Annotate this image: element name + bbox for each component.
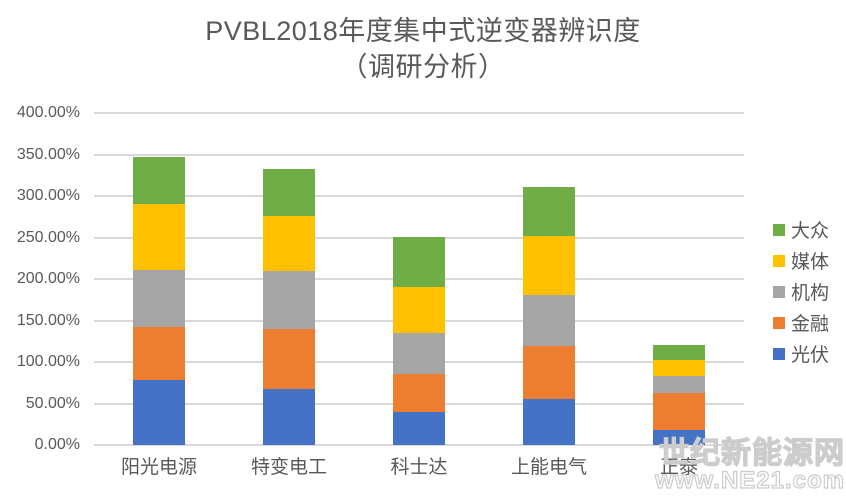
bar-segment-金融 bbox=[653, 392, 705, 431]
stacked-bar-特变电工 bbox=[263, 169, 315, 445]
bar-segment-金融 bbox=[393, 374, 445, 412]
bar-segment-机构 bbox=[263, 270, 315, 329]
chart-title-line1: PVBL2018年度集中式逆变器辨识度 bbox=[205, 16, 641, 46]
chart-title: PVBL2018年度集中式逆变器辨识度 （调研分析） bbox=[0, 13, 846, 85]
bar-slot bbox=[614, 113, 744, 445]
bar-segment-媒体 bbox=[393, 287, 445, 333]
bar-segment-大众 bbox=[263, 169, 315, 216]
y-tick-label: 400.00% bbox=[16, 104, 80, 121]
legend-swatch-icon bbox=[773, 347, 785, 360]
bar-segment-光伏 bbox=[523, 398, 575, 445]
y-tick-label: 200.00% bbox=[16, 270, 80, 287]
y-tick-label: 150.00% bbox=[16, 311, 80, 329]
stacked-bar-上能电气 bbox=[523, 186, 575, 445]
bar-slot bbox=[354, 113, 484, 445]
bar-segment-光伏 bbox=[393, 411, 445, 445]
gridline bbox=[94, 153, 744, 156]
watermark-url: www.NE21.com bbox=[655, 467, 845, 494]
x-category-label: 上能电气 bbox=[510, 457, 587, 478]
legend-label: 机构 bbox=[791, 283, 830, 304]
x-category-label: 正泰 bbox=[659, 457, 698, 478]
x-category-label: 阳光电源 bbox=[120, 457, 197, 478]
stacked-bar-正泰 bbox=[653, 345, 705, 445]
legend: 大众媒体机构金融光伏 bbox=[773, 214, 829, 369]
y-tick-label: 350.00% bbox=[16, 145, 80, 163]
legend-item-光伏: 光伏 bbox=[773, 338, 829, 369]
y-axis-labels: 400.00% 350.00% 300.00% 250.00% 200.00% 150.0… bbox=[0, 0, 80, 497]
chart-title-line2: （调研分析） bbox=[340, 52, 506, 82]
y-tick-label: 100.00% bbox=[16, 353, 80, 370]
bar-segment-媒体 bbox=[523, 235, 575, 295]
stacked-bar-阳光电源 bbox=[133, 157, 185, 445]
y-tick-label: 300.00% bbox=[16, 187, 80, 204]
bar-segment-金融 bbox=[133, 327, 185, 381]
legend-item-大众: 大众 bbox=[773, 214, 829, 245]
bar-slot bbox=[224, 113, 354, 445]
bar-segment-大众 bbox=[133, 157, 185, 205]
bar-segment-金融 bbox=[523, 346, 575, 399]
gridline bbox=[94, 112, 744, 114]
legend-label: 媒体 bbox=[791, 252, 830, 273]
bar-segment-大众 bbox=[393, 236, 445, 288]
bar-segment-机构 bbox=[393, 332, 445, 375]
bar-segment-机构 bbox=[523, 294, 575, 347]
bar-segment-媒体 bbox=[263, 215, 315, 271]
y-tick-label: 0.00% bbox=[34, 436, 80, 453]
stacked-bar-科士达 bbox=[393, 236, 445, 445]
bar-segment-媒体 bbox=[133, 204, 185, 270]
gridline bbox=[94, 444, 744, 446]
x-axis-labels: 阳光电源 特变电工 科士达 上能电气 正泰 bbox=[94, 456, 744, 480]
bar-segment-光伏 bbox=[263, 389, 315, 445]
y-tick-label: 250.00% bbox=[16, 228, 80, 246]
gridline bbox=[94, 195, 744, 197]
legend-label: 金融 bbox=[791, 314, 830, 335]
bar-segment-大众 bbox=[653, 345, 705, 361]
legend-swatch-icon bbox=[773, 223, 785, 236]
bars bbox=[94, 113, 744, 445]
bar-segment-金融 bbox=[263, 328, 315, 390]
x-category-label: 特变电工 bbox=[250, 457, 327, 478]
bar-segment-机构 bbox=[133, 269, 185, 328]
bar-segment-媒体 bbox=[653, 360, 705, 377]
bar-segment-光伏 bbox=[133, 380, 185, 445]
y-tick-label: 50.00% bbox=[25, 394, 80, 412]
legend-swatch-icon bbox=[773, 316, 785, 329]
x-category-label: 科士达 bbox=[390, 457, 448, 478]
watermark-site-name: 世纪新能源网 bbox=[658, 437, 845, 470]
legend-item-媒体: 媒体 bbox=[773, 245, 829, 276]
bar-segment-机构 bbox=[653, 376, 705, 393]
legend-swatch-icon bbox=[773, 285, 785, 298]
legend-label: 光伏 bbox=[791, 345, 830, 366]
watermark: 世纪新能源网 www.NE21.com bbox=[655, 437, 845, 494]
legend-label: 大众 bbox=[791, 221, 830, 242]
bar-slot bbox=[94, 113, 224, 445]
bar-slot bbox=[484, 113, 614, 445]
bar-segment-大众 bbox=[523, 186, 575, 236]
bar-segment-光伏 bbox=[653, 430, 705, 445]
plot-area bbox=[94, 112, 744, 446]
legend-swatch-icon bbox=[773, 254, 785, 267]
legend-item-金融: 金融 bbox=[773, 307, 829, 338]
legend-item-机构: 机构 bbox=[773, 276, 829, 307]
